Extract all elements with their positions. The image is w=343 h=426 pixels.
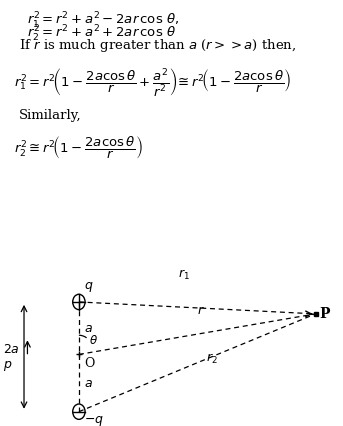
Text: O: O: [84, 357, 94, 370]
Text: $r_1^2 = r^2\!\left(1 - \dfrac{2a\cos\theta}{r} + \dfrac{a^2}{r^2}\right)\!\cong: $r_1^2 = r^2\!\left(1 - \dfrac{2a\cos\th…: [14, 66, 291, 98]
Text: $2a$: $2a$: [3, 343, 20, 356]
Text: P: P: [319, 307, 330, 321]
Text: $a$: $a$: [84, 322, 93, 335]
Text: $\theta$: $\theta$: [89, 334, 98, 347]
Text: $p$: $p$: [3, 360, 13, 373]
Text: $-q$: $-q$: [84, 414, 104, 426]
Text: $r_1$: $r_1$: [178, 268, 190, 282]
Text: Similarly,: Similarly,: [19, 109, 82, 122]
Text: $a$: $a$: [84, 377, 93, 389]
Text: $r$: $r$: [197, 304, 205, 317]
Text: $r_2^2 \cong r^2\!\left(1 - \dfrac{2a\cos\theta}{r}\right)$: $r_2^2 \cong r^2\!\left(1 - \dfrac{2a\co…: [14, 134, 143, 161]
Text: $r_1^2 = r^2 + a^2 - 2ar\,\cos\,\theta,$: $r_1^2 = r^2 + a^2 - 2ar\,\cos\,\theta,$: [27, 11, 180, 31]
Text: If $r$ is much greater than $a$ ($r >> a$) then,: If $r$ is much greater than $a$ ($r >> a…: [19, 37, 296, 55]
Text: $q$: $q$: [84, 280, 94, 294]
Text: $r_2^2 = r^2 + a^2 + 2ar\,\cos\,\theta$: $r_2^2 = r^2 + a^2 + 2ar\,\cos\,\theta$: [27, 23, 177, 43]
Text: $r_2$: $r_2$: [206, 351, 217, 366]
